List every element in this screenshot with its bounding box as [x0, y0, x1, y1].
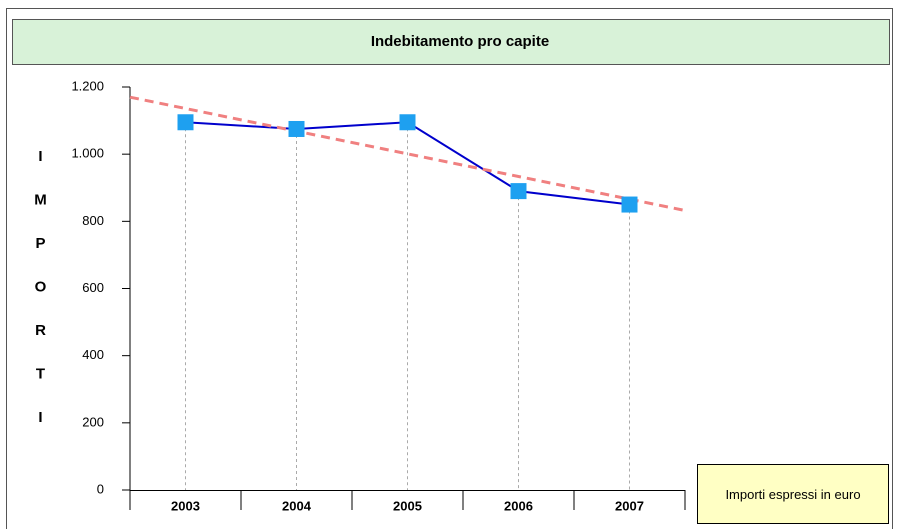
marker	[510, 183, 527, 200]
frame	[6, 8, 893, 529]
y-axis-label: IMPORTI	[32, 148, 49, 453]
marker	[288, 120, 305, 137]
y-tick-label: 200	[82, 414, 104, 429]
y-tick-label: 600	[82, 280, 104, 295]
y-tick-label: 1.000	[71, 146, 104, 161]
title-box	[12, 19, 890, 65]
x-tick-label: 2004	[282, 498, 312, 513]
y-tick-label: 0	[97, 481, 104, 496]
marker	[177, 114, 194, 131]
trend-line	[129, 95, 686, 212]
marker	[621, 196, 638, 213]
chart-title: Indebitamento pro capite	[371, 33, 549, 50]
note: Importi espressi in euro	[697, 464, 889, 524]
y-tick-label: 400	[82, 347, 104, 362]
y-tick-label: 800	[82, 213, 104, 228]
x-tick-label: 2006	[504, 498, 533, 513]
x-tick-label: 2005	[393, 498, 422, 513]
x-tick-label: 2003	[171, 498, 200, 513]
marker	[399, 114, 416, 131]
x-tick-label: 2007	[615, 498, 644, 513]
y-tick-label: 1.200	[71, 78, 104, 93]
